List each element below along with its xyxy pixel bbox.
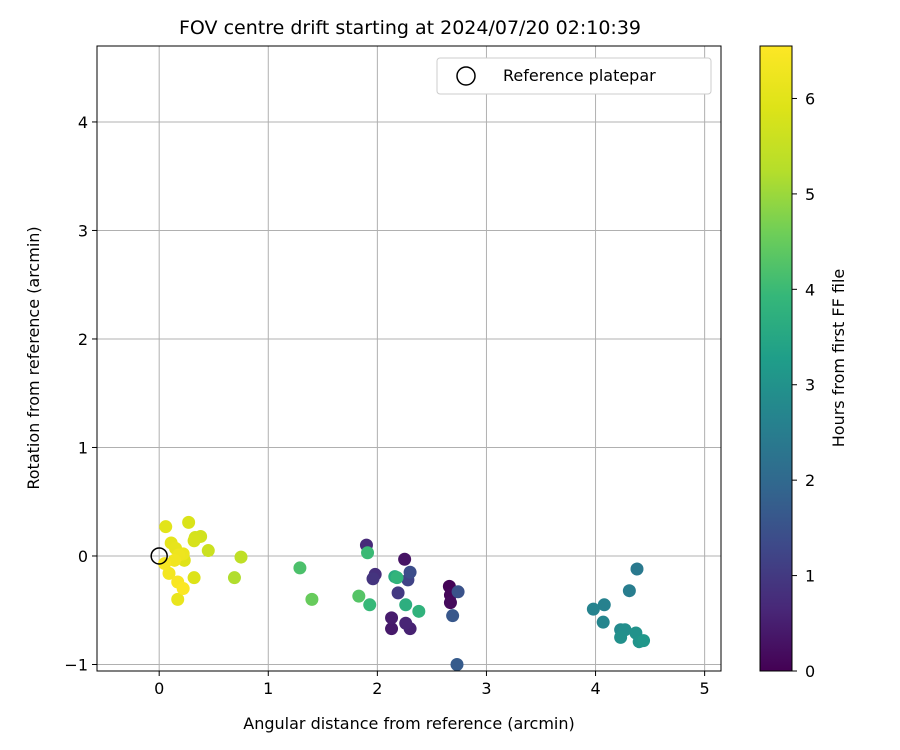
y-tick-label: 0 [78,547,88,566]
chart-title: FOV centre drift starting at 2024/07/20 … [179,17,641,39]
x-tick-label: 5 [700,679,710,698]
colorbar-ticks: 0 1 2 3 4 5 6 [792,89,815,681]
y-tick-label: 1 [78,438,88,457]
data-point [403,565,417,579]
data-point [446,609,460,623]
y-axis-ticks: −1 0 1 2 3 4 [64,113,97,674]
data-point [176,582,190,596]
data-point [622,584,636,598]
data-point [182,515,196,529]
data-point [597,598,611,612]
data-point [305,592,319,606]
data-point [227,571,241,585]
x-tick-label: 0 [154,679,164,698]
data-point [167,553,181,567]
colorbar-tick-label: 4 [805,280,815,299]
colorbar-tick-label: 3 [805,376,815,395]
data-point [363,598,377,612]
colorbar-gradient [759,45,793,672]
data-point [361,546,375,560]
legend-reference-marker [456,66,476,86]
data-point [385,622,399,636]
data-point [391,586,405,600]
x-tick-label: 4 [590,679,600,698]
data-point [187,571,201,585]
x-tick-label: 1 [263,679,273,698]
data-point [586,602,600,616]
data-point [443,596,457,610]
x-tick-label: 3 [481,679,491,698]
colorbar-title: Hours from first FF file [829,269,848,448]
data-point [451,585,465,599]
data-points [158,515,651,671]
legend-label-reference-platepar: Reference platepar [503,66,656,85]
data-point [412,604,426,618]
y-tick-label: 3 [78,221,88,240]
colorbar-tick-label: 1 [805,567,815,586]
data-point [385,611,399,625]
data-point [201,544,215,558]
plot-frame [96,45,722,672]
x-axis-ticks: 0 1 2 3 4 5 [154,671,710,698]
data-point [158,557,172,571]
data-point [234,550,248,564]
y-tick-label: 2 [78,330,88,349]
data-point [352,589,366,603]
legend-box [436,57,712,95]
data-point [614,630,628,644]
data-point [187,534,201,548]
data-point [398,552,412,566]
x-axis-title: Angular distance from reference (arcmin) [243,714,574,733]
colorbar: 0 1 2 3 4 5 6 Hours from first FF file [759,45,848,681]
colorbar-tick-label: 5 [805,185,815,204]
y-tick-label: 4 [78,113,88,132]
x-tick-label: 2 [372,679,382,698]
data-point [366,572,380,586]
y-tick-label: −1 [64,655,88,674]
reference-platepar-marker [150,547,168,565]
y-axis-title: Rotation from reference (arcmin) [24,226,43,489]
grid-lines [97,46,721,671]
colorbar-tick-label: 6 [805,89,815,108]
data-point [637,634,651,648]
data-point [596,615,610,629]
data-point [171,592,185,606]
legend: Reference platepar [436,57,712,95]
data-point [399,616,413,630]
data-point [390,571,404,585]
data-point [293,561,307,575]
data-point [162,566,176,580]
data-point [450,657,464,671]
data-point [399,598,413,612]
data-point [159,520,173,534]
data-point [630,562,644,576]
colorbar-tick-label: 2 [805,471,815,490]
colorbar-tick-label: 0 [805,662,815,681]
